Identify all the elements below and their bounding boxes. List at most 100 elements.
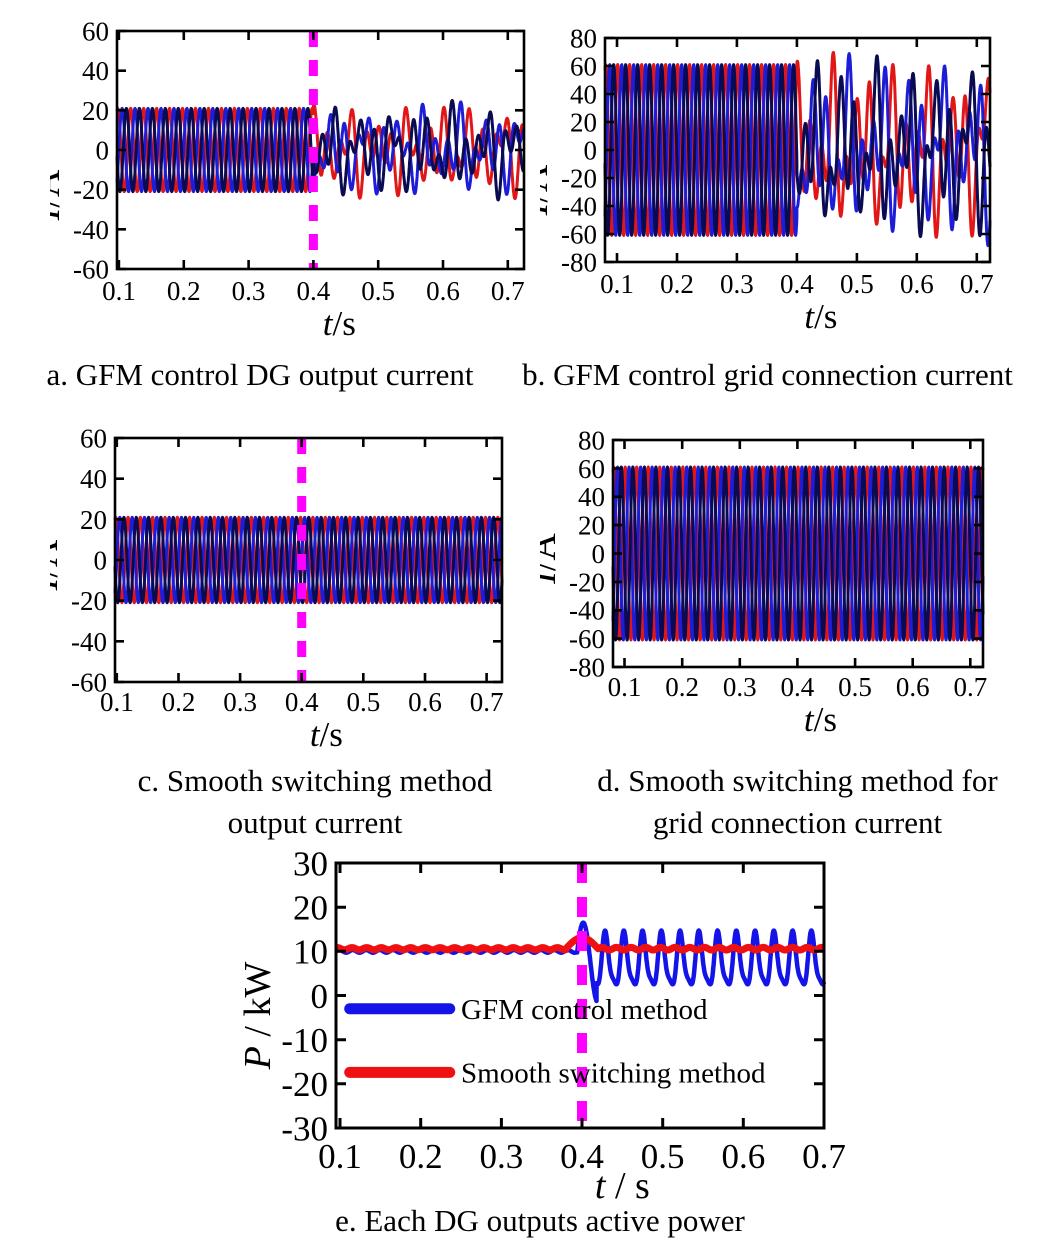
legend-label: GFM control method — [461, 994, 708, 1026]
series-phase-c-navy — [603, 54, 992, 239]
caption-a: a. GFM control DG output current — [46, 357, 474, 392]
y-tick-label: -10 — [281, 1021, 328, 1060]
y-tick-label: 30 — [293, 848, 328, 883]
x-tick-label: 0.3 — [232, 276, 266, 306]
x-tick-label: 0.7 — [491, 276, 525, 306]
y-tick-label: -40 — [561, 191, 597, 221]
y-axis-label: I/A — [50, 169, 68, 221]
chart-e-canvas: 0.1 0.2 0.3 0.4 0.5 0.6 0.7 30 20 10 0 -10 -20 -30 t /… — [240, 848, 846, 1207]
y-tick-label: 0 — [94, 545, 108, 575]
x-tick-label: 0.5 — [641, 1137, 685, 1176]
x-tick-label: 0.3 — [723, 672, 757, 702]
y-tick-label: 0 — [592, 539, 606, 569]
x-tick-label: 0.3 — [720, 269, 754, 299]
y-tick-label: -40 — [73, 215, 109, 245]
caption-c-line1: c. Smooth switching method — [137, 763, 493, 798]
y-tick-label: -20 — [561, 163, 597, 193]
x-tick-label: 0.5 — [361, 276, 395, 306]
x-tick-label: 0.4 — [296, 276, 330, 306]
chart-c-canvas: 0.1 0.2 0.3 0.4 0.5 0.6 0.7 60 40 20 0 -20 -40 -60 t/s… — [50, 423, 504, 754]
x-tick-label: 0.5 — [840, 269, 874, 299]
y-tick-label: 0 — [584, 135, 598, 165]
y-tick-label: 40 — [578, 482, 605, 512]
y-tick-label: -30 — [281, 1109, 328, 1148]
y-tick-label: 40 — [570, 79, 597, 109]
x-tick-label: 0.5 — [838, 672, 872, 702]
y-tick-label: 60 — [578, 454, 605, 484]
y-tick-label: -20 — [73, 175, 109, 205]
y-tick-label: 20 — [293, 888, 328, 927]
x-tick-label: 0.3 — [479, 1137, 523, 1176]
chart-d-smooth-switching-grid-current: 0.1 0.2 0.3 0.4 0.5 0.6 0.7 80 60 40 20 0 -20 -40 -60-… — [540, 418, 1044, 754]
x-tick-label: 0.4 — [780, 269, 814, 299]
x-tick-label: 0.6 — [426, 276, 460, 306]
y-tick-label: -80 — [569, 652, 605, 682]
x-tick-label: 0.4 — [781, 672, 815, 702]
x-tick-label: 0.2 — [162, 687, 196, 717]
x-tick-label: 0.4 — [285, 687, 319, 717]
y-tick-label: 60 — [80, 423, 107, 453]
x-tick-label: 0.3 — [223, 687, 257, 717]
series-phase-b-blue — [113, 515, 504, 605]
x-tick-label: 0.1 — [600, 269, 634, 299]
plot-box — [603, 36, 992, 264]
y-tick-label: -40 — [569, 596, 605, 626]
chart-b-gfm-grid-connection-current: 0.1 0.2 0.3 0.4 0.5 0.6 0.7 80 60 40 20 0 -20 -40 -60-… — [540, 8, 1044, 360]
x-tick-label: 0.6 — [900, 269, 934, 299]
x-axis-label: t/s — [310, 715, 343, 754]
series-phase-b-blue — [603, 52, 992, 248]
caption-d-line1: d. Smooth switching method for — [597, 763, 998, 798]
y-tick-label: 40 — [82, 56, 109, 86]
plot-box — [115, 29, 526, 271]
series-phase-c-navy — [113, 515, 504, 605]
chart-c-smooth-switching-output-current: 0.1 0.2 0.3 0.4 0.5 0.6 0.7 60 40 20 0 -20 -40 -60 t/s… — [50, 418, 540, 754]
y-tick-label: 0 — [96, 135, 110, 165]
x-axis-label: t/s — [804, 297, 837, 336]
legend-label: Smooth switching method — [461, 1058, 766, 1090]
x-axis-label: t / s — [595, 1165, 650, 1207]
y-tick-label: 10 — [293, 933, 328, 972]
x-tick-label: 0.2 — [665, 672, 699, 702]
y-axis-label: I/A — [50, 539, 66, 591]
chart-b-canvas: 0.1 0.2 0.3 0.4 0.5 0.6 0.7 806040200-20-40-60-… — [540, 23, 994, 336]
caption-e: e. Each DG outputs active power — [335, 1203, 745, 1238]
chart-d-canvas: 0.1 0.2 0.3 0.4 0.5 0.6 0.7 806040200-20-40-60-… — [540, 425, 987, 739]
caption-c: c. Smooth switching method output curren… — [75, 760, 555, 844]
y-tick-label: 80 — [570, 23, 597, 53]
x-tick-label: 0.1 — [318, 1137, 362, 1176]
x-tick-label: 0.6 — [721, 1137, 765, 1176]
y-tick-label: 80 — [578, 425, 605, 455]
x-tick-label: 0.2 — [399, 1137, 443, 1176]
y-tick-label: 20 — [570, 107, 597, 137]
x-tick-label: 0.7 — [470, 687, 504, 717]
series-phase-c-navy — [115, 99, 526, 202]
x-tick-label: 0.7 — [953, 672, 987, 702]
y-tick-label: 20 — [578, 511, 605, 541]
x-tick-label: 0.6 — [408, 687, 442, 717]
x-axis-label: t/s — [323, 304, 356, 343]
x-tick-label: 0.7 — [802, 1137, 846, 1176]
x-axis-label: t/s — [804, 700, 837, 739]
x-tick-label: 0.5 — [346, 687, 380, 717]
caption-b: b. GFM control grid connection current — [522, 357, 1013, 392]
x-tick-label: 0.1 — [608, 672, 642, 702]
y-tick-label: -20 — [71, 586, 107, 616]
y-tick-label: 20 — [82, 96, 109, 126]
y-axis-label: I/A — [540, 164, 556, 216]
caption-c-line2: output current — [227, 805, 403, 840]
y-tick-label: 20 — [80, 505, 107, 535]
y-tick-label: -60 — [561, 219, 597, 249]
plot-box — [611, 438, 985, 669]
y-tick-label: 40 — [80, 464, 107, 494]
y-tick-label: -40 — [71, 627, 107, 657]
plot-box — [334, 861, 826, 1130]
caption-d-line2: grid connection current — [652, 805, 943, 840]
plot-box — [113, 436, 504, 684]
y-tick-label: -20 — [281, 1065, 328, 1104]
chart-a-gfm-dg-output-current: 0.1 0.2 0.3 0.4 0.5 0.6 0.7 60 40 20 0 -20 -40 -60 t/s… — [50, 8, 540, 360]
caption-d: d. Smooth switching method for grid conn… — [550, 760, 1044, 844]
y-axis-label: P / kW — [240, 962, 279, 1071]
series-phase-c-navy — [611, 465, 985, 642]
x-tick-label: 0.2 — [167, 276, 201, 306]
